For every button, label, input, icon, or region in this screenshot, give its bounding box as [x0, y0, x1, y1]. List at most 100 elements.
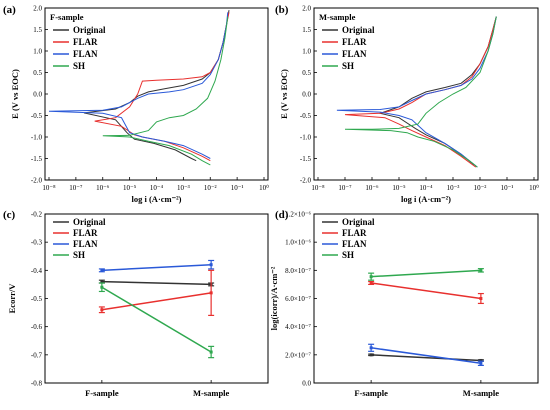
- y-tick-label: -0.5: [31, 295, 43, 303]
- legend-label-flan: FLAN: [342, 49, 367, 59]
- x-tick-label: 10⁻⁶: [96, 184, 110, 192]
- y-tick-label: 0.0: [302, 380, 311, 388]
- y-tick-label: 1.0: [33, 48, 42, 56]
- data-point: [479, 297, 483, 300]
- y-tick-label: -1.0: [31, 134, 43, 142]
- data-point: [479, 361, 483, 365]
- category-label: M-sample: [463, 388, 500, 398]
- y-tick-label: 4.0×10⁻⁷: [285, 323, 311, 331]
- data-point: [100, 280, 104, 284]
- x-tick-label: 10⁻¹: [231, 184, 244, 192]
- series-flar-line: [371, 282, 481, 300]
- panel-b-label: (b): [275, 4, 289, 16]
- x-tick-label: 10⁻⁴: [419, 184, 433, 192]
- category-label: F-sample: [85, 388, 119, 398]
- series-sh-curve: [102, 16, 229, 166]
- y-axis-label: Ecorr/V: [7, 283, 17, 314]
- x-tick-label: 10⁻⁷: [338, 184, 352, 192]
- legend-label-flar: FLAR: [342, 228, 367, 238]
- y-tick-label: -2.0: [31, 177, 43, 185]
- x-tick-label: 10⁻³: [177, 184, 190, 192]
- x-tick-label: 10⁻¹: [501, 184, 514, 192]
- data-point: [100, 285, 104, 289]
- series-flan-curve: [48, 12, 229, 159]
- y-tick-label: -1.5: [300, 155, 312, 163]
- series-flan-line: [371, 347, 481, 365]
- panel-c-label: (c): [3, 209, 16, 221]
- y-tick-label: 1.5: [302, 26, 311, 34]
- data-point: [100, 268, 104, 272]
- sample-annotation: M-sample: [319, 12, 356, 22]
- legend-label-sh: SH: [73, 61, 85, 71]
- category-label: F-sample: [354, 388, 388, 398]
- y-tick-label: -2.0: [300, 177, 312, 185]
- y-tick-label: 2.0: [33, 5, 42, 13]
- y-tick-label: 1.0×10⁻⁶: [285, 239, 311, 247]
- data-point: [479, 358, 483, 362]
- data-point: [369, 281, 373, 285]
- data-point: [100, 308, 104, 312]
- panel-d-label: (d): [275, 209, 289, 221]
- y-tick-label: 2.0×10⁻⁷: [285, 351, 311, 359]
- legend-label-flan: FLAN: [342, 239, 367, 249]
- series-flar-line: [101, 292, 212, 311]
- data-point: [209, 291, 213, 295]
- y-tick-label: 0.5: [302, 69, 311, 77]
- y-tick-label: 0.0: [302, 91, 311, 99]
- y-tick-label: 1.0: [302, 48, 311, 56]
- x-tick-label: 10⁻²: [474, 184, 487, 192]
- y-tick-label: -0.5: [31, 112, 43, 120]
- legend-label-flar: FLAR: [342, 37, 367, 47]
- legend-label-flan: FLAN: [73, 49, 98, 59]
- data-point: [209, 350, 213, 354]
- legend-label-original: Original: [73, 25, 106, 35]
- data-point: [369, 275, 373, 279]
- y-tick-label: 6.0×10⁻⁷: [285, 295, 311, 303]
- series-original-line: [101, 280, 212, 286]
- series-original-line: [371, 354, 481, 362]
- legend-label-original: Original: [342, 25, 375, 35]
- y-tick-label: -0.8: [31, 380, 43, 388]
- series-original-curve: [83, 10, 230, 162]
- y-tick-label: -0.2: [31, 211, 43, 219]
- y-tick-label: 0.5: [33, 69, 42, 77]
- y-tick-label: -0.7: [31, 351, 43, 359]
- x-axis-label: log i (A·cm⁻²): [132, 194, 182, 204]
- y-axis-label: E (V vs EOC): [10, 69, 20, 119]
- series-flan-line: [101, 263, 212, 272]
- y-tick-label: 2.0: [302, 5, 311, 13]
- y-tick-label: 0.0: [33, 91, 42, 99]
- x-tick-label: 10⁻³: [447, 184, 460, 192]
- series-sh-curve: [344, 16, 497, 168]
- series-flan-curve: [336, 16, 497, 168]
- y-tick-label: -0.4: [31, 267, 43, 275]
- x-tick-label: 10⁰: [259, 184, 269, 192]
- series-flar-curve: [94, 12, 230, 162]
- x-tick-label: 10⁻⁷: [69, 184, 83, 192]
- legend-label-flar: FLAR: [73, 228, 98, 238]
- panel-a-label: (a): [3, 4, 16, 16]
- y-tick-label: 8.0×10⁻⁷: [285, 267, 311, 275]
- legend-label-sh: SH: [342, 61, 354, 71]
- data-point: [209, 263, 213, 267]
- panel-a: 10⁻⁸ 10⁻⁷ 10⁻⁶ 10⁻⁵ 10⁻⁴ 10⁻³ 10⁻² 10⁻¹ 10⁰ -2.0 -…: [10, 5, 269, 205]
- legend-label-original: Original: [342, 217, 375, 227]
- x-tick-label: 10⁻⁸: [42, 184, 56, 192]
- panel-d: 0.0 2.0×10⁻⁷ 4.0×10⁻⁷ 6.0×10⁻⁷ 8.0×10⁻⁷ 1.0×1…: [269, 211, 539, 398]
- y-axis-label: E (V vs EOC): [279, 69, 289, 119]
- category-label: M-sample: [193, 388, 230, 398]
- y-tick-label: -0.3: [31, 239, 43, 247]
- y-tick-label: -0.5: [300, 112, 312, 120]
- legend-label-flar: FLAR: [73, 37, 98, 47]
- series-flar-curve: [344, 16, 497, 168]
- x-tick-label: 10⁻⁵: [392, 184, 406, 192]
- x-tick-label: 10⁻⁵: [123, 184, 137, 192]
- legend-label-sh: SH: [342, 250, 354, 260]
- y-tick-label: 1.2×10⁻⁶: [285, 211, 311, 219]
- legend-label-sh: SH: [73, 250, 85, 260]
- series-sh-line: [371, 269, 481, 278]
- y-tick-label: -1.0: [300, 134, 312, 142]
- series-sh-line: [101, 286, 212, 353]
- x-tick-label: 10⁻²: [204, 184, 217, 192]
